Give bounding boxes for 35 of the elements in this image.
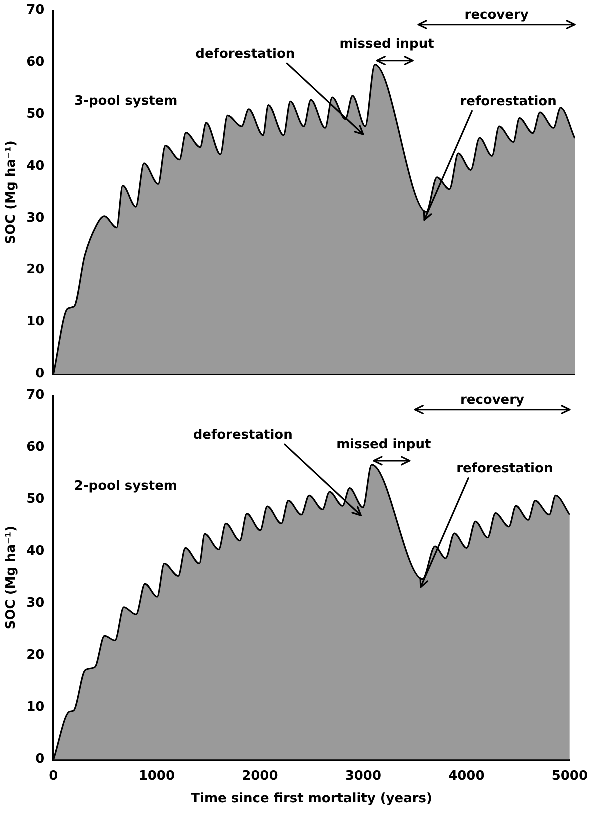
annotation: missed input bbox=[340, 37, 434, 52]
y-tick-label: 20 bbox=[26, 648, 45, 664]
y-tick-label: 0 bbox=[36, 366, 45, 382]
y-tick-label: 30 bbox=[26, 210, 45, 226]
y-axis-title: SOC (Mg ha⁻¹) bbox=[4, 140, 20, 244]
y-tick-label: 20 bbox=[26, 262, 45, 278]
y-tick-label: 70 bbox=[26, 3, 45, 18]
annotation: 3-pool system bbox=[74, 94, 178, 110]
annotation: missed input bbox=[336, 437, 432, 452]
y-tick-label: 60 bbox=[26, 55, 45, 70]
x-tick-label: 3000 bbox=[345, 768, 382, 784]
y-tick-label: 70 bbox=[26, 388, 45, 404]
y-tick-label: 30 bbox=[26, 596, 45, 612]
y-tick-label: 0 bbox=[36, 752, 45, 768]
annotation: reforestation bbox=[460, 94, 557, 110]
y-tick-label: 10 bbox=[26, 700, 45, 716]
y-tick-label: 40 bbox=[26, 544, 45, 560]
x-tick-label: 2000 bbox=[242, 768, 278, 784]
annotation: 2-pool system bbox=[74, 479, 178, 494]
x-tick-label: 4000 bbox=[448, 768, 485, 784]
y-tick-label: 50 bbox=[26, 492, 45, 508]
x-axis-title: Time since first mortality (years) bbox=[191, 792, 432, 807]
x-tick-label: 5000 bbox=[552, 768, 588, 784]
y-axis-title: SOC (Mg ha⁻¹) bbox=[4, 526, 20, 630]
annotation: deforestation bbox=[196, 46, 296, 62]
y-tick-label: 10 bbox=[26, 314, 45, 330]
annotation: deforestation bbox=[193, 428, 293, 443]
y-tick-label: 60 bbox=[26, 440, 45, 456]
annotation: recovery bbox=[460, 393, 526, 408]
annotation: recovery bbox=[464, 8, 530, 24]
y-tick-label: 50 bbox=[26, 107, 45, 122]
y-tick-label: 40 bbox=[26, 158, 45, 174]
x-tick-label: 0 bbox=[49, 768, 58, 784]
annotation: reforestation bbox=[456, 462, 554, 477]
x-tick-label: 1000 bbox=[138, 768, 176, 784]
